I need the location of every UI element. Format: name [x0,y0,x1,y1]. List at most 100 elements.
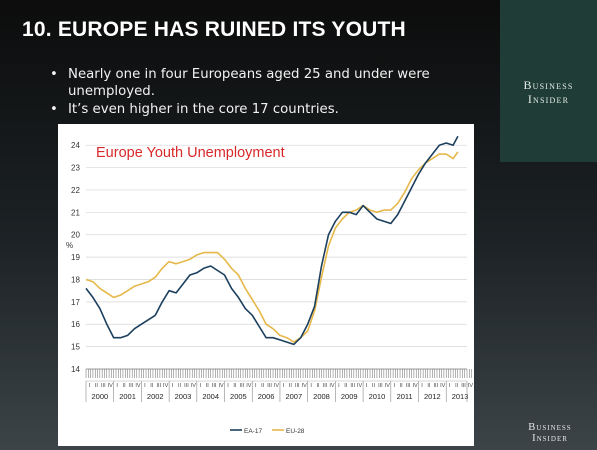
series-line-ea-17 [85,135,459,346]
bullet-dot: • [50,67,58,82]
x-quarter-label: I [283,383,285,389]
x-quarter-label: I [366,383,368,389]
x-quarter-label: II [95,383,99,389]
x-quarter-label: I [310,383,312,389]
x-year-label: 2011 [397,392,413,401]
bullet-item: • Nearly one in four Europeans aged 25 a… [46,66,466,100]
x-quarter-label: II [344,383,348,389]
x-quarter-label: II [206,383,210,389]
x-year-label: 2001 [119,392,136,401]
x-quarter-label: IV [440,383,446,389]
y-tick-label: 21 [71,208,80,217]
x-quarter-label: III [406,383,411,389]
x-year-label: 2010 [369,392,386,401]
brand-logo-bottom: Business Insider [510,422,590,444]
x-quarter-label: III [240,383,245,389]
x-quarter-label: III [267,383,272,389]
bullet-dot: • [50,102,58,117]
x-year-label: 2009 [341,392,358,401]
x-year-label: 2003 [175,392,192,401]
y-axis-label: % [66,241,73,250]
x-quarter-label: III [295,383,300,389]
x-quarter-label: I [421,383,423,389]
brand-logo-line2: Insider [527,92,570,106]
x-quarter-label: II [455,383,459,389]
legend-label: EA-17 [244,428,262,435]
x-quarter-label: I [89,383,91,389]
y-tick-label: 18 [71,275,80,284]
x-quarter-label: III [101,383,106,389]
legend-label: EU-28 [286,428,305,435]
x-quarter-label: IV [357,383,363,389]
x-quarter-label: I [255,383,257,389]
x-quarter-label: I [227,383,229,389]
x-quarter-label: III [184,383,189,389]
x-quarter-label: I [200,383,202,389]
x-quarter-label: II [317,383,321,389]
slide-title: 10. EUROPE HAS RUINED ITS YOUTH [22,18,406,41]
x-quarter-label: I [393,383,395,389]
bullet-text: Nearly one in four Europeans aged 25 and… [68,67,430,99]
x-quarter-label: III [323,383,328,389]
brand-logo-panel: Business Insider [500,0,597,162]
x-year-label: 2012 [424,392,441,401]
x-quarter-label: II [178,383,182,389]
line-chart: 14 15 16 17 18 19 20 21 22 23 24 % Europe Youth Un… [66,135,474,435]
y-tick-label: 23 [71,164,80,173]
x-year-label: 2004 [202,392,219,401]
y-tick-label: 19 [71,253,80,262]
x-quarter-label: IV [108,383,114,389]
x-quarter-label: III [461,383,466,389]
x-year-label: 2007 [285,392,302,401]
bullet-list: • Nearly one in four Europeans aged 25 a… [46,66,466,119]
x-quarter-label: II [400,383,404,389]
series-line-eu-28 [85,151,459,343]
bullet-text: It’s even higher in the core 17 countrie… [68,102,339,117]
x-quarter-label: IV [385,383,391,389]
x-quarter-label: III [156,383,161,389]
chart-legend: EA-17 EU-28 [230,428,305,435]
x-quarter-label: IV [218,383,224,389]
brand-logo: Business Insider [500,78,597,106]
x-quarter-label: I [116,383,118,389]
chart-panel: 14 15 16 17 18 19 20 21 22 23 24 % Europe Youth Un… [58,124,474,446]
x-quarter-label: IV [163,383,169,389]
y-tick-label: 20 [71,231,80,240]
x-quarter-label: IV [191,383,197,389]
y-tick-label: 24 [71,141,80,150]
x-year-label: 2005 [230,392,247,401]
x-year-label: 2008 [313,392,330,401]
x-quarter-label: IV [274,383,280,389]
chart-grid [86,144,467,370]
x-quarter-label: II [261,383,265,389]
y-tick-label: 17 [71,298,80,307]
x-quarter-label: II [123,383,127,389]
x-year-label: 2002 [147,392,164,401]
x-quarter-label: III [378,383,383,389]
x-quarter-label: IV [468,383,474,389]
x-quarter-label: II [289,383,293,389]
x-quarter-label: I [449,383,451,389]
y-tick-label: 16 [71,320,80,329]
bullet-item: • It’s even higher in the core 17 countr… [46,101,466,118]
x-year-label: 2006 [258,392,275,401]
x-quarter-label: I [172,383,174,389]
x-quarter-label: IV [302,383,308,389]
x-quarter-label: III [434,383,439,389]
x-year-label: 2000 [92,392,109,401]
chart-title: Europe Youth Unemployment [96,145,285,161]
brand-logo-line1: Business [523,78,574,92]
x-quarter-label: II [427,383,431,389]
y-axis-ticks: 14 15 16 17 18 19 20 21 22 23 24 [71,141,80,374]
y-tick-label: 22 [71,186,80,195]
y-tick-label: 14 [71,365,80,374]
x-year-label: 2013 [452,392,469,401]
x-quarter-label: III [129,383,134,389]
series-lines [85,135,459,346]
x-quarter-label: IV [246,383,252,389]
x-quarter-label: I [338,383,340,389]
x-quarter-label: I [144,383,146,389]
x-quarter-label: II [372,383,376,389]
x-quarter-label: IV [135,383,141,389]
